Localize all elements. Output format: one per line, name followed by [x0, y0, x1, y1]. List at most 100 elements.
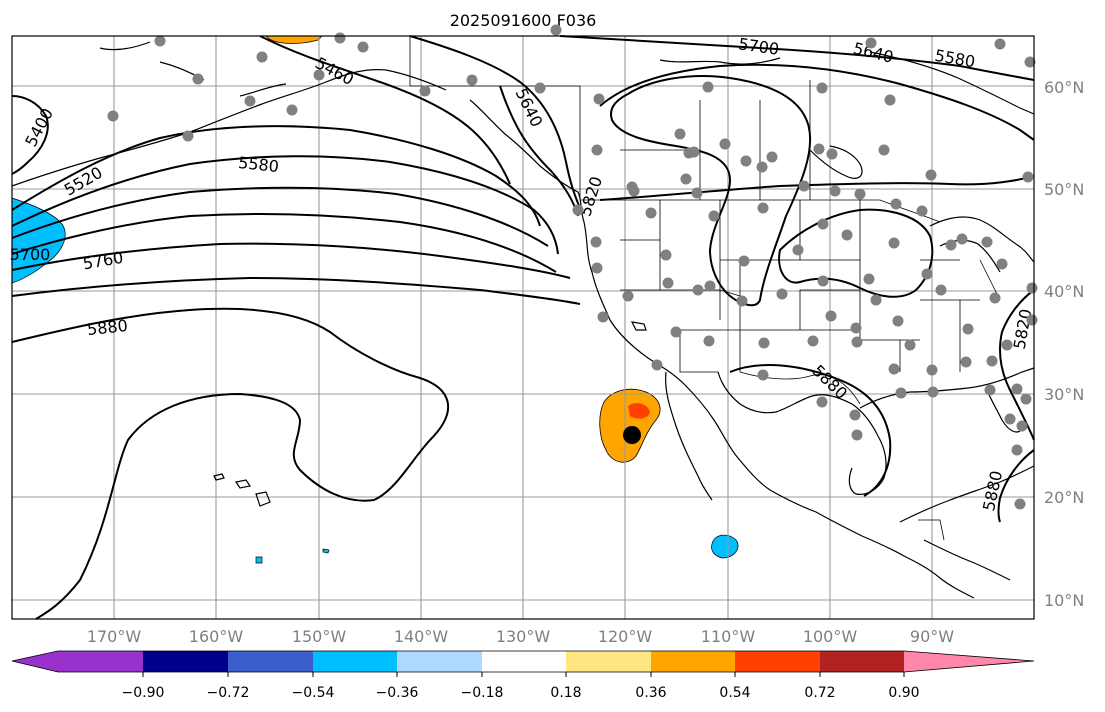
red-anomaly-baja: [628, 403, 650, 419]
contour-label: 5580: [237, 153, 279, 176]
station-marker: [813, 143, 825, 155]
station-marker: [622, 290, 634, 302]
contour-5880-east: [729, 364, 892, 497]
lon-label: 120°W: [598, 627, 653, 646]
colorbar-segment: [228, 651, 313, 672]
station-marker: [597, 311, 609, 323]
station-marker: [829, 185, 841, 197]
station-marker: [757, 202, 769, 214]
station-marker: [256, 51, 268, 63]
contour-5820-east: [599, 175, 1035, 201]
colorbar-tick-label: −0.54: [292, 685, 335, 701]
map-panel: 5400 5460 5520 5580 5580 5640 5640 5700 …: [10, 24, 1038, 620]
colorbar-tick-label: 0.18: [550, 685, 581, 701]
colorbar-tick-label: 0.90: [888, 685, 919, 701]
colorbar-tick-label: −0.36: [376, 685, 419, 701]
station-marker: [825, 310, 837, 322]
station-marker: [1022, 171, 1034, 183]
station-marker: [674, 128, 686, 140]
map-frame: [11, 35, 1035, 620]
lat-label: 20°N: [1044, 488, 1084, 507]
station-marker: [154, 35, 166, 47]
station-marker: [870, 294, 882, 306]
station-marker: [670, 326, 682, 338]
station-marker: [863, 273, 875, 285]
station-marker: [776, 288, 788, 300]
colorbar-segment: [143, 651, 228, 672]
station-marker: [984, 384, 996, 396]
station-marker: [960, 356, 972, 368]
station-marker: [286, 104, 298, 116]
colorbar-segment: [820, 651, 904, 672]
station-marker: [884, 94, 896, 106]
station-marker: [756, 161, 768, 173]
lon-label: 170°W: [87, 627, 142, 646]
contour-5880-se: [997, 449, 1035, 523]
station-marker: [662, 277, 674, 289]
lat-label: 50°N: [1044, 180, 1084, 199]
station-marker: [688, 146, 700, 158]
station-marker: [849, 409, 861, 421]
storm-center-marker: [623, 426, 641, 444]
colorbar-segment: [313, 651, 397, 672]
station-marker: [956, 233, 968, 245]
station-marker: [645, 207, 657, 219]
station-marker: [850, 322, 862, 334]
station-marker: [817, 275, 829, 287]
station-marker: [680, 173, 692, 185]
station-marker: [996, 258, 1008, 270]
contour-5520: [11, 125, 541, 227]
station-marker: [702, 81, 714, 93]
orange-anomaly-top: [265, 35, 323, 44]
station-marker: [334, 32, 346, 44]
lon-label: 130°W: [496, 627, 551, 646]
lat-lon-grid: [12, 36, 1034, 619]
station-marker: [816, 82, 828, 94]
station-marker: [704, 280, 716, 292]
contour-5580-west: [11, 155, 559, 255]
station-marker: [703, 335, 715, 347]
station-marker: [572, 204, 584, 216]
station-marker: [807, 335, 819, 347]
lon-label: 160°W: [189, 627, 244, 646]
lon-label: 150°W: [292, 627, 347, 646]
contour-5760-east: [599, 63, 1035, 141]
station-marker: [916, 205, 928, 217]
station-marker: [981, 236, 993, 248]
colorbar-segment: [735, 651, 820, 672]
station-marker: [466, 74, 478, 86]
contour-5880: [11, 307, 450, 620]
station-marker: [1026, 314, 1038, 326]
height-contours: [11, 35, 1035, 620]
station-marker: [925, 169, 937, 181]
colorbar-tick-label: −0.18: [461, 685, 504, 701]
latitude-labels: 60°N 50°N 40°N 30°N 20°N 10°N: [1044, 78, 1084, 610]
colorbar-tick-label: 0.72: [804, 685, 835, 701]
station-marker: [904, 339, 916, 351]
contour-5400: [11, 95, 49, 175]
station-marker: [691, 187, 703, 199]
station-marker: [921, 268, 933, 280]
station-marker: [878, 144, 890, 156]
station-marker: [419, 85, 431, 97]
map-title: 2025091600 F036: [450, 11, 597, 30]
lat-label: 30°N: [1044, 385, 1084, 404]
station-marker: [817, 218, 829, 230]
station-marker: [692, 284, 704, 296]
contour-5460: [259, 35, 511, 185]
station-marker: [1004, 413, 1016, 425]
station-marker: [313, 69, 325, 81]
contour-5640-coast: [499, 85, 579, 217]
station-marker: [192, 73, 204, 85]
station-marker: [962, 323, 974, 335]
station-marker: [851, 429, 863, 441]
contour-5820-se: [999, 289, 1035, 441]
colorbar-ticks: [142, 672, 905, 677]
station-marker: [826, 148, 838, 160]
station-marker: [895, 387, 907, 399]
colorbar-segment: [58, 651, 143, 672]
colorbar-tick-label: 0.54: [719, 685, 750, 701]
station-marker: [1001, 339, 1013, 351]
station-marker: [854, 188, 866, 200]
